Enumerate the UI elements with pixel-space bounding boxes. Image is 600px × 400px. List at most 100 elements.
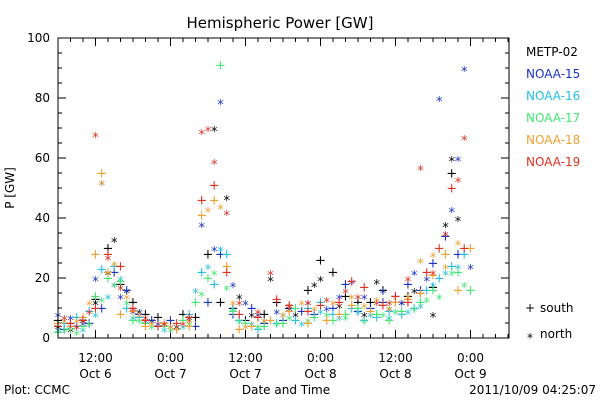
noaa-15-south-point: + <box>278 314 289 329</box>
noaa-17-south-point: + <box>278 317 289 332</box>
noaa-18-south-point: + <box>171 323 182 338</box>
noaa-19-south-point: + <box>403 296 414 311</box>
noaa-16-south-point: + <box>84 305 95 320</box>
noaa-17-north-point: * <box>211 269 218 284</box>
noaa-17-north-point: * <box>305 317 312 332</box>
noaa-15-north-point: * <box>167 323 174 338</box>
noaa-18-north-point: * <box>205 206 212 221</box>
metp-02-north-point: * <box>105 269 112 284</box>
y-tick-label: 60 <box>35 151 50 165</box>
noaa-17-north-point: * <box>436 293 443 308</box>
legend-entry: NOAA-17 <box>526 111 580 125</box>
noaa-17-south-point: + <box>78 320 89 335</box>
noaa-18-south-point: + <box>403 293 414 308</box>
metp-02-south-point: + <box>428 281 439 296</box>
noaa-17-north-point: * <box>380 311 387 326</box>
noaa-16-north-point: * <box>405 308 412 323</box>
noaa-17-north-point: * <box>461 281 468 296</box>
noaa-19-south-point: + <box>346 275 357 290</box>
noaa-15-south-point: + <box>146 314 157 329</box>
noaa-19-north-point: * <box>286 302 293 317</box>
noaa-15-south-point: + <box>390 290 401 305</box>
noaa-18-south-point: + <box>303 317 314 332</box>
noaa-15-south-point: + <box>215 248 226 263</box>
noaa-18-south-point: + <box>128 305 139 320</box>
metp-02-south-point: + <box>128 296 139 311</box>
noaa-19-south-point: + <box>196 194 207 209</box>
noaa-17-north-point: * <box>449 269 456 284</box>
noaa-18-north-point: * <box>361 302 368 317</box>
noaa-15-north-point: * <box>117 293 124 308</box>
noaa-17-south-point: + <box>453 266 464 281</box>
noaa-15-north-point: * <box>230 281 237 296</box>
noaa-19-north-point: * <box>305 299 312 314</box>
noaa-16-north-point: * <box>217 245 224 260</box>
series-legend: METP-02 NOAA-15 NOAA-16 NOAA-17 NOAA-18 NOAA-… <box>526 45 580 169</box>
noaa-19-north-point: * <box>180 320 187 335</box>
noaa-15-north-point: * <box>155 320 162 335</box>
noaa-18-north-point: * <box>149 320 156 335</box>
noaa-17-north-point: * <box>124 299 131 314</box>
noaa-16-south-point: + <box>446 260 457 275</box>
noaa-16-south-point: + <box>384 305 395 320</box>
noaa-16-north-point: * <box>417 302 424 317</box>
noaa-15-north-point: * <box>361 293 368 308</box>
metp-02-north-point: * <box>224 194 231 209</box>
metp-02-north-point: * <box>149 317 156 332</box>
noaa-15-south-point: + <box>246 302 257 317</box>
noaa-15-north-point: * <box>186 317 193 332</box>
metp-02-north-point: * <box>211 125 218 140</box>
noaa-15-south-point: + <box>340 278 351 293</box>
noaa-18-south-point: + <box>378 299 389 314</box>
metp-02-north-point: * <box>311 281 318 296</box>
metp-02-south-point: + <box>353 296 364 311</box>
x-tick-label-time: 12:00 <box>378 351 413 365</box>
noaa-19-north-point: * <box>92 131 99 146</box>
y-tick-label: 80 <box>35 91 50 105</box>
noaa-16-north-point: * <box>280 311 287 326</box>
noaa-19-north-point: * <box>430 269 437 284</box>
noaa-16-south-point: + <box>153 320 164 335</box>
x-tick-label-time: 12:00 <box>228 351 263 365</box>
noaa-15-north-point: * <box>99 179 106 194</box>
noaa-15-south-point: + <box>59 323 70 338</box>
y-tick-labels: 0 20 40 60 80 100 <box>27 31 50 345</box>
noaa-19-north-point: * <box>142 314 149 329</box>
metp-02-south-point: + <box>259 308 270 323</box>
noaa-16-south-point: + <box>196 266 207 281</box>
metp-02-south-point: + <box>390 296 401 311</box>
noaa-18-south-point: + <box>115 308 126 323</box>
noaa-15-north-point: * <box>461 65 468 80</box>
noaa-15-north-point: * <box>336 293 343 308</box>
noaa-17-south-point: + <box>90 290 101 305</box>
y-tick-label: 0 <box>42 331 50 345</box>
noaa-18-south-point: + <box>390 296 401 311</box>
noaa-16-north-point: * <box>130 314 137 329</box>
noaa-15-south-point: + <box>96 302 107 317</box>
metp-02-south-point: + <box>440 230 451 245</box>
y-tick-label: 100 <box>27 31 50 45</box>
noaa-17-north-point: * <box>149 323 156 338</box>
noaa-15-north-point: * <box>436 95 443 110</box>
metp-02-south-point: + <box>403 290 414 305</box>
noaa-19-south-point: + <box>128 302 139 317</box>
noaa-16-north-point: * <box>80 326 87 341</box>
footer-plot-credit: Plot: CCMC <box>4 383 70 397</box>
noaa-18-south-point: + <box>103 266 114 281</box>
noaa-18-south-point: + <box>184 320 195 335</box>
x-tick-label-date: Oct 8 <box>379 367 411 381</box>
noaa-17-south-point: + <box>340 308 351 323</box>
noaa-16-south-point: + <box>209 278 220 293</box>
metp-02-north-point: * <box>292 311 299 326</box>
noaa-16-north-point: * <box>192 287 199 302</box>
noaa-18-south-point: + <box>321 314 332 329</box>
metp-02-north-point: * <box>449 155 456 170</box>
noaa-16-south-point: + <box>121 302 132 317</box>
noaa-15-south-point: + <box>134 308 145 323</box>
data-marks: + + ++++++ + + +++ ++ ++ +++++ + +++ + + +++* ********… <box>53 59 476 345</box>
noaa-16-north-point: * <box>180 323 187 338</box>
noaa-16-south-point: + <box>290 314 301 329</box>
noaa-18-north-point: * <box>242 323 249 338</box>
metp-02-south-point: + <box>303 284 314 299</box>
